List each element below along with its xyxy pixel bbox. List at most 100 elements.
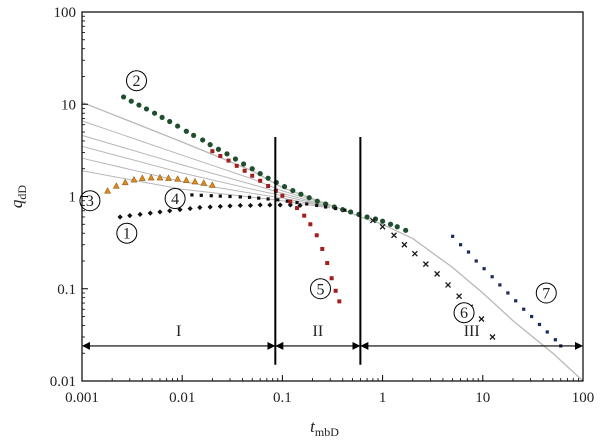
- data-point: [266, 197, 270, 201]
- data-point: [506, 291, 510, 295]
- data-point: [276, 198, 280, 202]
- data-point: [241, 161, 247, 167]
- data-point: [136, 102, 142, 108]
- data-point: [238, 195, 242, 199]
- data-point: [537, 322, 542, 327]
- annotation-1: 1: [116, 222, 138, 244]
- data-point: [242, 168, 247, 173]
- data-point: [305, 202, 309, 206]
- data-point: [257, 171, 263, 177]
- data-point: [167, 208, 173, 214]
- data-point: [266, 183, 271, 188]
- data-point: [232, 156, 239, 162]
- series-layer: [104, 94, 563, 348]
- data-point: [391, 232, 397, 239]
- data-point: [156, 173, 164, 181]
- data-point: [451, 234, 455, 238]
- data-point: [478, 316, 485, 322]
- data-point: [489, 334, 496, 340]
- data-point: [190, 193, 194, 197]
- data-point: [379, 223, 386, 230]
- data-point: [187, 205, 193, 212]
- data-point: [474, 259, 478, 263]
- x-axis-label: tmbD: [310, 417, 339, 439]
- data-point: [445, 281, 452, 288]
- data-point: [553, 338, 557, 342]
- data-point: [288, 199, 293, 204]
- data-point: [227, 203, 233, 209]
- data-point: [277, 202, 283, 208]
- y-tick-label: 10: [61, 97, 76, 113]
- data-point: [401, 241, 408, 248]
- data-point: [290, 187, 296, 194]
- region-markers: I II III: [82, 323, 583, 350]
- data-point: [138, 174, 146, 181]
- data-point: [295, 200, 299, 205]
- data-point: [343, 208, 347, 212]
- data-point: [127, 213, 133, 219]
- data-point: [434, 270, 441, 277]
- data-point: [128, 98, 134, 104]
- data-point: [308, 222, 313, 227]
- data-point: [234, 163, 239, 168]
- data-point: [258, 178, 263, 183]
- series-3: [104, 173, 216, 194]
- y-tick-label: 100: [54, 5, 77, 21]
- data-point: [218, 194, 222, 198]
- data-point: [224, 151, 230, 157]
- data-point: [147, 173, 155, 181]
- data-point: [257, 196, 261, 200]
- data-point: [207, 142, 213, 148]
- data-point: [151, 110, 158, 116]
- x-tick-label: 0.1: [273, 390, 292, 406]
- data-point: [199, 193, 203, 197]
- annotation-label: 1: [123, 226, 131, 243]
- data-point: [121, 178, 129, 186]
- data-point: [215, 146, 222, 152]
- data-point: [117, 214, 123, 220]
- data-point: [315, 203, 319, 208]
- data-point: [120, 94, 127, 100]
- data-point: [217, 203, 223, 210]
- data-point: [207, 204, 213, 210]
- data-point: [191, 132, 197, 138]
- annotation-label: 5: [316, 281, 324, 298]
- data-point: [498, 283, 502, 287]
- data-point: [137, 211, 143, 217]
- curve-annotations: 1 2 3 4 5 6 7: [79, 70, 557, 324]
- data-point: [514, 299, 518, 303]
- data-point: [422, 261, 429, 268]
- data-point: [522, 307, 526, 311]
- y-tick-label: 0.01: [50, 374, 76, 390]
- x-tick-label: 0.01: [169, 390, 195, 406]
- data-point: [394, 224, 400, 230]
- data-point: [208, 181, 216, 188]
- data-point: [183, 128, 189, 134]
- annotation-6: 6: [453, 302, 475, 324]
- data-point: [297, 202, 303, 209]
- x-tick-label: 1: [379, 390, 387, 406]
- annotation-label: 6: [460, 305, 468, 322]
- data-point: [182, 176, 190, 183]
- data-point: [210, 149, 215, 154]
- type-curves: [81, 101, 584, 382]
- annotation-label: 2: [133, 73, 141, 90]
- data-point: [337, 299, 342, 304]
- data-point: [545, 330, 549, 334]
- y-tick-label: 1: [69, 190, 77, 206]
- annotation-2: 2: [126, 70, 148, 92]
- data-point: [329, 276, 334, 281]
- region-label: II: [313, 323, 324, 340]
- y-tick-label: 0.1: [57, 282, 76, 298]
- data-point: [369, 217, 376, 224]
- data-point: [143, 106, 150, 112]
- data-point: [175, 123, 181, 129]
- data-point: [218, 153, 223, 158]
- data-point: [247, 195, 252, 199]
- data-point: [249, 166, 255, 172]
- data-point: [200, 179, 208, 186]
- annotation-5: 5: [309, 278, 331, 300]
- data-point: [287, 202, 293, 208]
- data-point: [174, 175, 182, 182]
